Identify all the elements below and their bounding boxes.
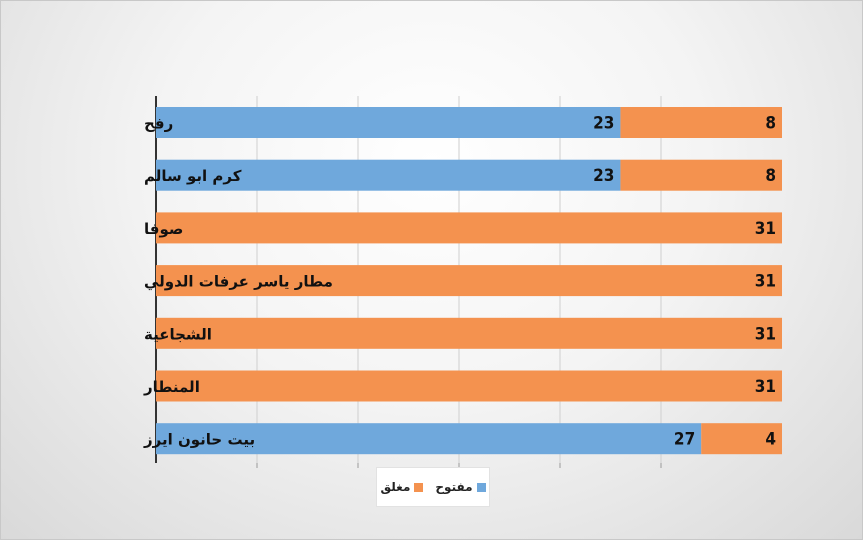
- bar-closed-6: [701, 423, 782, 455]
- bar-closed-1: [620, 159, 782, 191]
- data-label-closed-6: 4: [765, 430, 776, 450]
- category-label-6: بيت حانون ايرز: [143, 431, 255, 449]
- legend-label-open: مفتوح: [435, 480, 473, 494]
- category-label-1: كرم ابو سالم: [144, 167, 242, 185]
- data-label-closed-2: 31: [755, 219, 776, 239]
- data-label-open-1: 23: [593, 166, 614, 186]
- category-label-0: رفح: [144, 115, 173, 133]
- bar-closed-0: [620, 107, 782, 138]
- legend-entry-closed: مغلق: [380, 480, 424, 494]
- bar-open-1: [156, 159, 621, 191]
- bar-closed-4: [156, 317, 782, 349]
- bar-open-0: [156, 107, 621, 138]
- bar-closed-3: [156, 265, 782, 297]
- data-label-closed-0: 8: [765, 114, 776, 134]
- legend-swatch-open: [476, 482, 486, 492]
- legend-swatch-closed: [414, 482, 424, 492]
- category-label-4: الشجاعية: [144, 325, 212, 343]
- legend-entry-open: مفتوح: [435, 480, 486, 494]
- data-label-closed-5: 31: [755, 377, 776, 397]
- bar-closed-2: [156, 212, 782, 244]
- data-label-closed-1: 8: [765, 166, 776, 186]
- labels: 23 8 رفح 23 8 كرم ابو سالم 31 صوفا 31 مطار ياسر ع…: [143, 114, 776, 450]
- legend: مفتوح مغلق: [376, 467, 490, 507]
- bars: [156, 107, 782, 455]
- category-label-3: مطار ياسر عرفات الدولي: [144, 273, 333, 291]
- category-label-5: المنطار: [143, 378, 200, 396]
- category-label-2: صوفا: [144, 220, 183, 238]
- bar-open-6: [156, 423, 702, 455]
- data-label-closed-3: 31: [755, 272, 776, 292]
- data-label-closed-4: 31: [755, 324, 776, 344]
- data-label-open-6: 27: [674, 430, 695, 450]
- bar-closed-5: [156, 370, 782, 402]
- data-label-open-0: 23: [593, 114, 614, 134]
- legend-label-closed: مغلق: [380, 480, 411, 494]
